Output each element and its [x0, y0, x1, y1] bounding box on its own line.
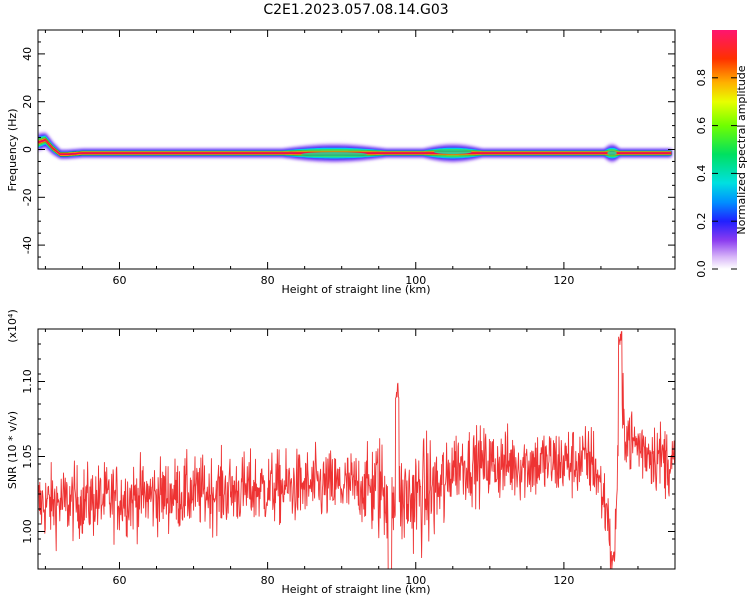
colorbar-ticks: 0.0 0.2 0.4 0.6 0.8	[695, 69, 737, 278]
ridge-outline	[38, 137, 672, 157]
colorbar-label: Normalized spectral amplitude	[735, 65, 748, 234]
colorbar-tick-label: 0.2	[695, 212, 708, 230]
snr-y-tick-label: 1.05	[21, 444, 34, 469]
snr-line	[38, 331, 675, 569]
spectrogram-y-tick-label: 20	[21, 95, 34, 109]
spectrogram-y-tick-label: 0	[21, 146, 34, 153]
spectrogram-x-tick-label: 60	[112, 274, 126, 287]
snr-x-tick-label: 60	[112, 574, 126, 587]
colorbar-tick-label: 0.8	[695, 69, 708, 87]
spectrogram-y-label: Frequency (Hz)	[6, 109, 19, 192]
snr-x-label: Height of straight line (km)	[281, 583, 430, 596]
colorbar-gradient	[712, 30, 737, 269]
snr-x-tick-label: 80	[261, 574, 275, 587]
spectrogram-x-ticks: 60 80 100 120	[44, 30, 676, 287]
ridge-cool-patch	[301, 152, 368, 157]
spectrogram-x-label: Height of straight line (km)	[281, 283, 430, 296]
ridge-cool-patch	[607, 150, 617, 156]
snr-series	[38, 331, 675, 569]
snr-y-multiplier: (x10⁴)	[6, 309, 19, 343]
snr-x-ticks: 60 80 100 120	[44, 329, 676, 587]
ridge-band-yellow	[38, 137, 672, 156]
colorbar-tick-label: 0.6	[695, 117, 708, 135]
figure-title: C2E1.2023.057.08.14.G03	[263, 2, 448, 18]
snr-x-tick-label: 120	[553, 574, 574, 587]
spectrogram-image	[38, 131, 672, 164]
colorbar: 0.0 0.2 0.4 0.6 0.8 Normalized spectral ampl…	[695, 30, 748, 278]
snr-x-tick-label: 100	[405, 574, 426, 587]
snr-panel: 60 80 100 120 1.00 1.05 1.10 Height of straig…	[6, 309, 676, 596]
snr-y-tick-label: 1.00	[21, 519, 34, 544]
spectrogram-panel: 60 80 100 120 -40 -20 0 20 40 Height of straigh…	[6, 29, 676, 296]
spectrogram-x-tick-label: 120	[553, 274, 574, 287]
snr-y-label: SNR (10 * v/v)	[6, 411, 19, 489]
colorbar-tick-label: 0.0	[695, 260, 708, 278]
spectrogram-x-tick-label: 100	[405, 274, 426, 287]
spectrogram-y-tick-label: -40	[21, 236, 34, 254]
ridge-cool-patch	[433, 149, 472, 155]
spectrogram-y-tick-label: 40	[21, 47, 34, 61]
spectrogram-y-ticks: -40 -20 0 20 40	[21, 29, 675, 270]
snr-y-ticks: 1.00 1.05 1.10	[21, 328, 675, 570]
spectrogram-y-tick-label: -20	[21, 188, 34, 206]
spectrogram-x-tick-label: 80	[261, 274, 275, 287]
colorbar-tick-label: 0.4	[695, 165, 708, 183]
snr-y-tick-label: 1.10	[21, 369, 34, 394]
